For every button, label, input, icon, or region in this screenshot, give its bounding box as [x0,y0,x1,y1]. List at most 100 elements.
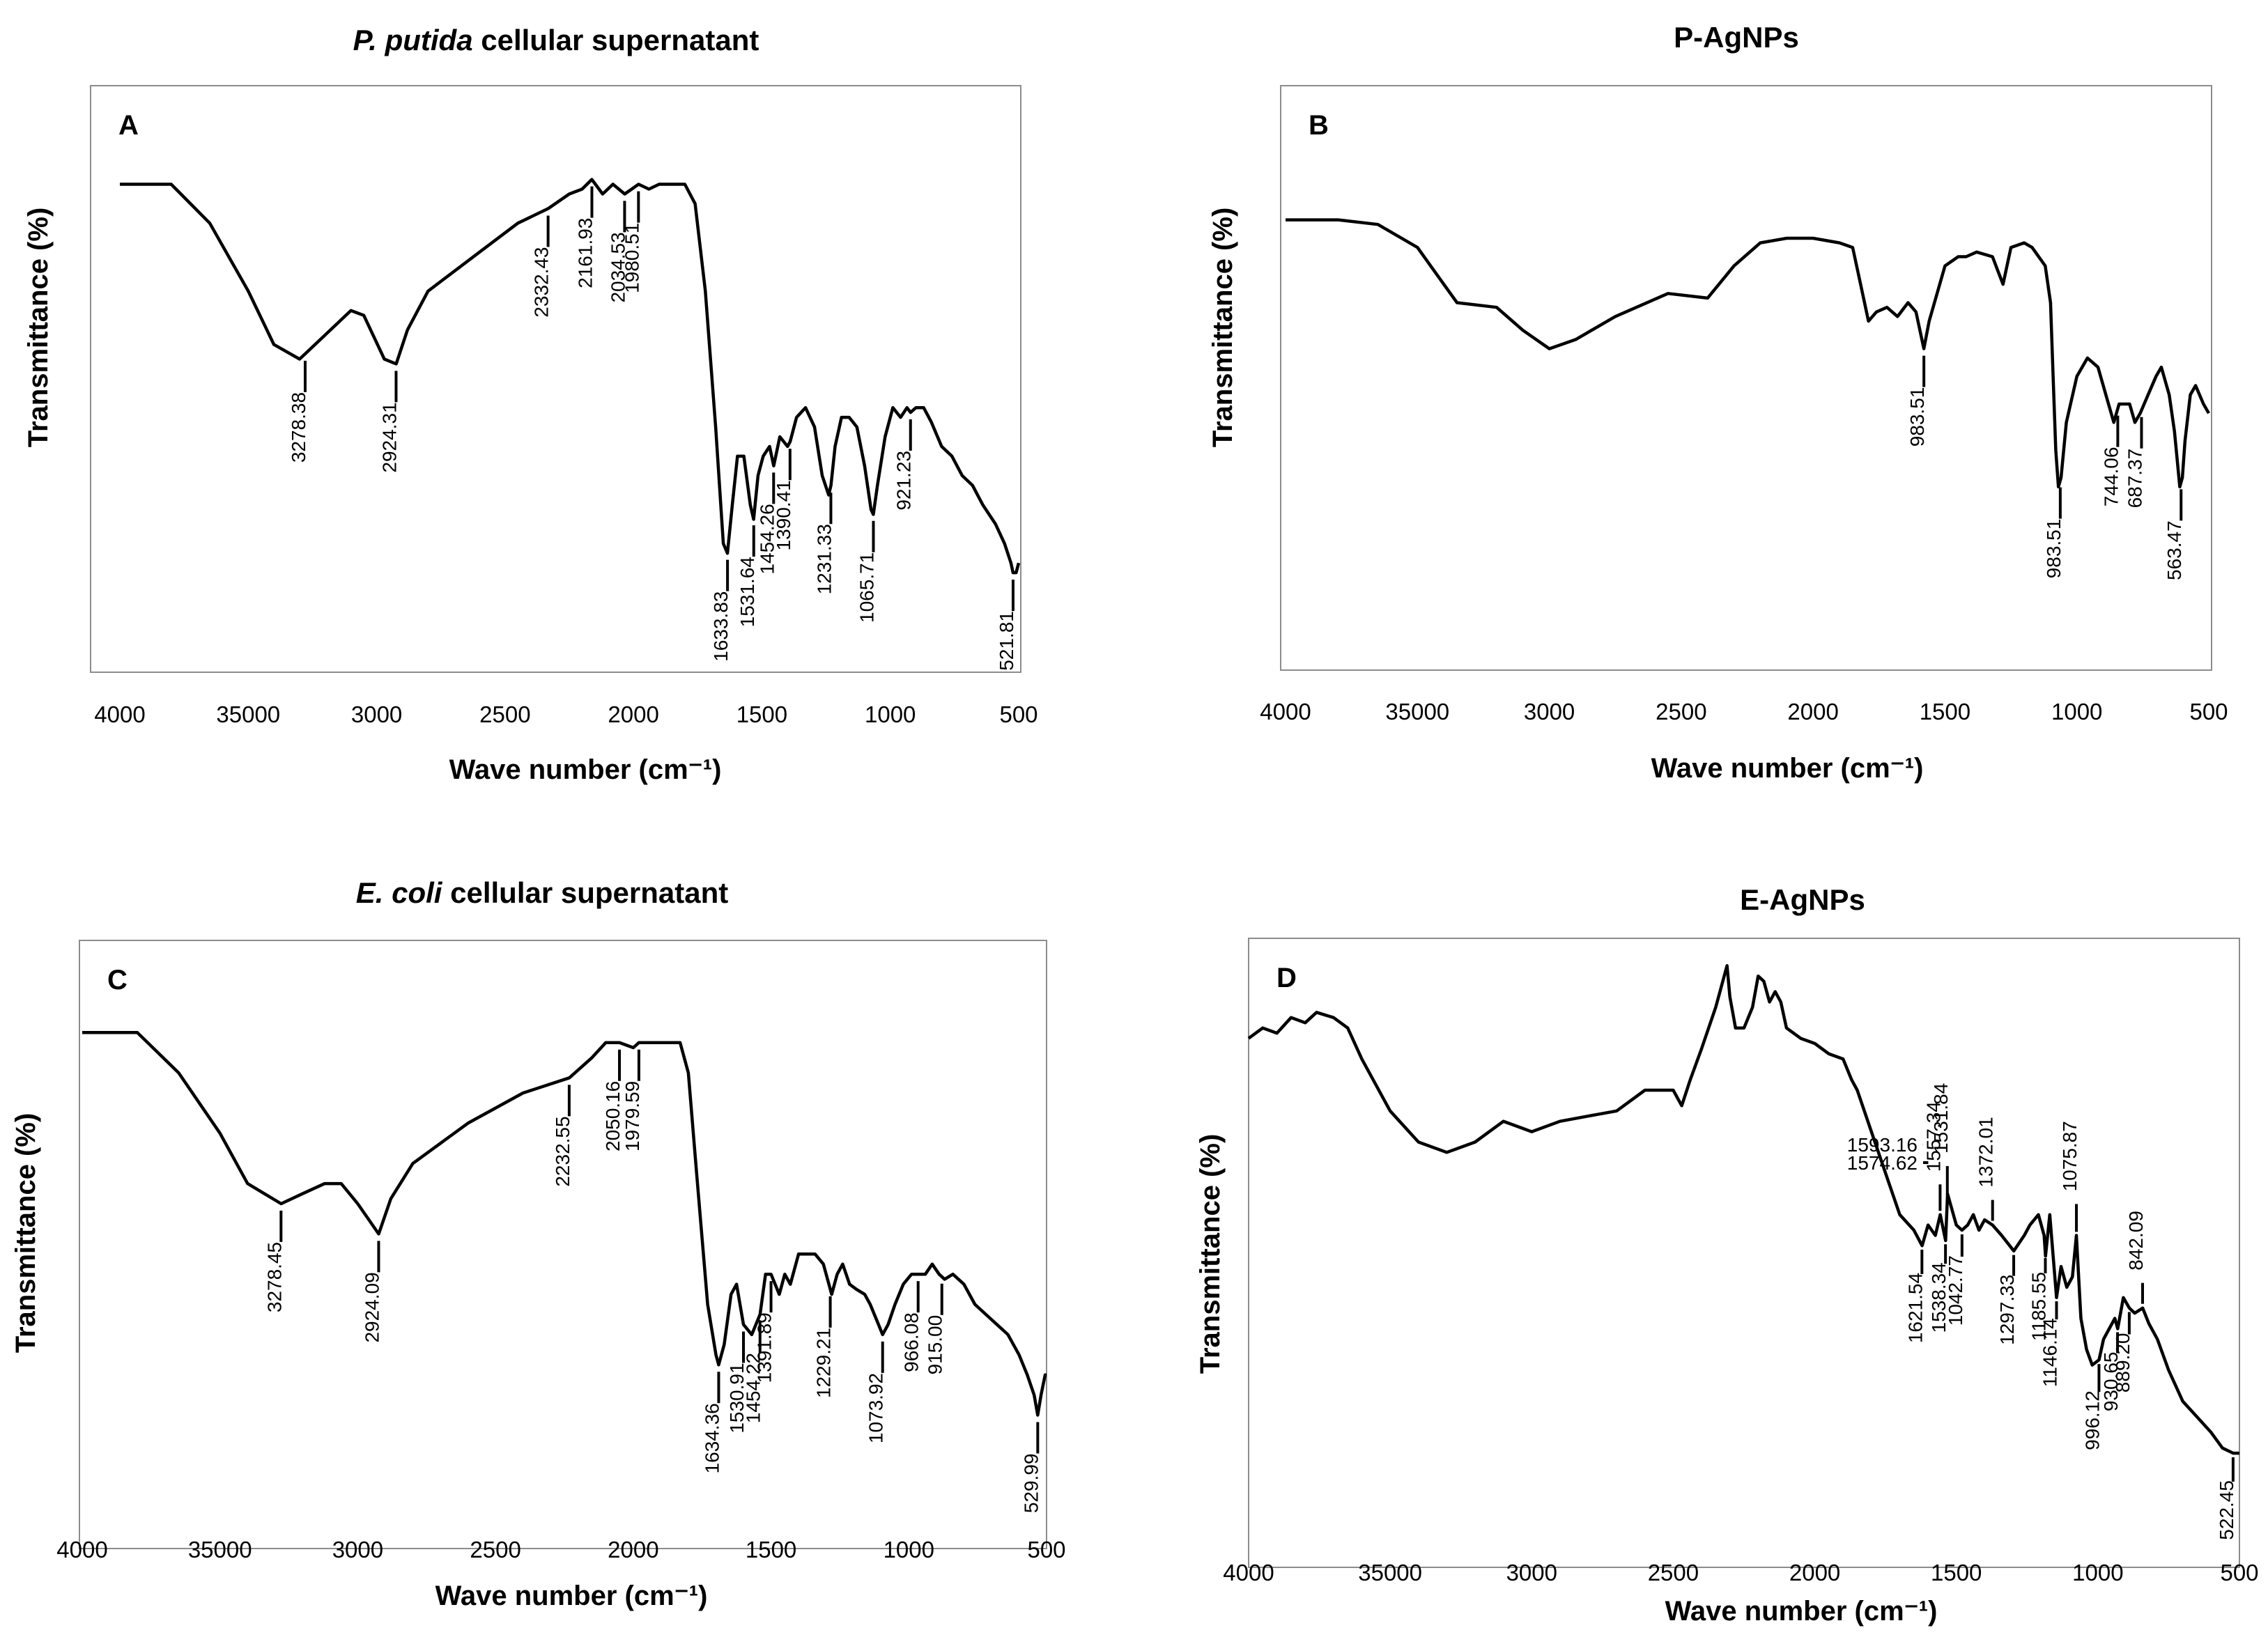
title-text: cellular supernatant [473,24,759,56]
x-tick-label: 4000 [56,1537,107,1562]
x-tick-label: 2500 [1656,699,1706,724]
panel-letter: D [1276,963,1297,993]
peak-label: 1042.77 [1945,1255,1966,1326]
spectrum-line [1286,218,2210,489]
title-species: P. putida [353,24,473,56]
peak-label: 983.51 [1906,387,1928,447]
peak-label: 2050.16 [602,1081,624,1151]
plot-frame [79,940,1047,1549]
plot-frame [90,85,1021,673]
peak-label: 1454.22 [743,1353,764,1423]
x-axis-label: Wave number (cm⁻¹) [1651,753,1924,784]
peak-label: 1633.83 [710,591,732,662]
peak-label: 1621.54 [1904,1273,1926,1343]
peak-label: 889.20 [2112,1333,2134,1393]
peak-label: 1229.21 [813,1328,835,1398]
x-tick-label: 2000 [1789,1560,1840,1585]
title-text: P-AgNPs [1674,21,1799,54]
plot-frame [1248,938,2240,1568]
panel-title: E. coli cellular supernatant [356,876,729,909]
x-tick-label: 500 [2189,699,2228,724]
peak-label: 1530.91 [726,1363,748,1433]
peak-label: 921.23 [893,451,915,511]
peak-label: 2924.31 [378,402,400,472]
title-species: E. coli [356,876,443,909]
peak-label: 563.47 [2163,520,2185,580]
x-axis-label: Wave number (cm⁻¹) [449,754,722,785]
peak-label: 1391.89 [754,1312,776,1383]
panel-d: E-AgNPs D Transmittance (%) Wave number (cm… [1195,883,2259,1627]
panel-a: P. putida cellular supernatant A Transmitt… [23,24,1038,785]
x-tick-label: 4000 [94,701,145,727]
peak-label: 1146.14 [2039,1318,2060,1387]
x-tick-label: 35000 [216,701,280,727]
peak-label: 1185.55 [2028,1272,2049,1341]
x-tick-label: 500 [999,701,1037,727]
spectrum-line [120,178,1021,575]
panel-title: E-AgNPs [1740,883,1865,916]
peak-label: 930.65 [2100,1351,2122,1411]
peak-label: 3278.38 [288,392,309,463]
peak-label: 1531.84 [1930,1083,1952,1154]
plot-frame [1280,85,2212,671]
x-tick-label: 3000 [332,1537,383,1562]
panel-c: E. coli cellular supernatant C Transmittan… [10,876,1066,1611]
x-tick-label: 4000 [1260,699,1311,724]
title-text: cellular supernatant [442,876,728,909]
peak-label: 1075.87 [2059,1121,2081,1191]
peak-label: 687.37 [2124,449,2145,509]
x-tick-label: 3000 [1524,699,1575,724]
x-tick-label: 2500 [479,701,530,727]
x-tick-label: 1500 [746,1537,796,1562]
peak-label: 1634.36 [701,1403,723,1473]
x-tick-label: 35000 [188,1537,252,1562]
x-tick-label: 3000 [351,701,402,727]
x-tick-label: 3000 [1506,1560,1557,1585]
x-tick-label: 2500 [1648,1560,1699,1585]
spectrum-line [1247,964,2239,1455]
x-tick-label: 35000 [1358,1560,1422,1585]
x-tick-label: 1500 [1920,699,1970,724]
peak-label: 522.45 [2216,1480,2237,1540]
x-tick-label: 1500 [1931,1560,1982,1585]
peak-label: 2161.93 [574,218,596,288]
panel-letter: B [1309,110,1329,141]
x-tick-label: 500 [2220,1560,2258,1585]
panel-letter: C [107,965,128,995]
x-tick-label: 4000 [1223,1560,1274,1585]
x-tick-label: 1000 [2072,1560,2123,1585]
peak-label: 2332.43 [531,247,553,317]
x-tick-label: 500 [1027,1537,1065,1562]
x-tick-label: 1500 [736,701,787,727]
peak-label: 983.51 [2043,519,2065,579]
x-tick-label: 2000 [1787,699,1838,724]
peak-label: 1297.33 [1996,1275,2018,1345]
peak-label: 1231.33 [813,524,835,594]
x-tick-label: 1000 [2051,699,2102,724]
panel-title: P. putida cellular supernatant [353,24,759,56]
x-tick-label: 2500 [470,1537,520,1562]
peak-label: 1980.51 [621,223,642,293]
peak-label: 1557.34 [1922,1101,1944,1172]
x-tick-label: 1000 [884,1537,934,1562]
peak-label: 915.00 [925,1315,946,1375]
panel-letter: A [118,110,139,141]
peak-label: 1065.71 [856,552,877,623]
peak-label: 2232.55 [552,1116,573,1186]
peak-label: 521.81 [996,611,1017,671]
x-tick-label: 2000 [608,1537,658,1562]
peak-label: 3278.45 [263,1242,285,1312]
x-tick-label: 35000 [1385,699,1449,724]
peak-label: 2924.09 [361,1272,383,1342]
peak-label: 1979.59 [622,1081,643,1151]
peak-label: 1574.62 [1847,1152,1918,1174]
peak-label: 1531.64 [736,557,758,627]
peak-label: 529.99 [1020,1454,1042,1514]
y-axis-label: Transmittance (%) [23,208,54,448]
title-text: E-AgNPs [1740,883,1865,916]
spectrum-line [82,1031,1047,1417]
y-axis-label: Transmittance (%) [1208,208,1238,448]
peak-label: 966.08 [901,1312,923,1372]
x-tick-label: 1000 [865,701,916,727]
